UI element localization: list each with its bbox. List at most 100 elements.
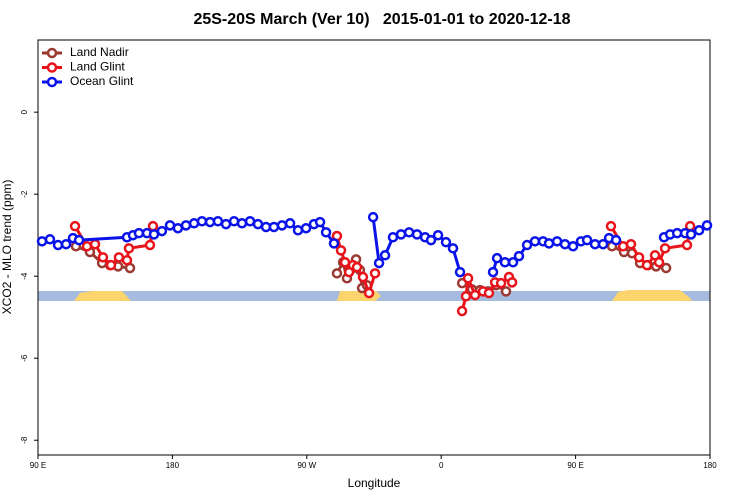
- legend-marker: [46, 47, 58, 59]
- data-point: [432, 229, 444, 241]
- data-point: [581, 234, 593, 246]
- data-point: [156, 225, 168, 237]
- y-tick-label: -4: [20, 272, 29, 280]
- chart-title: 25S-20S March (Ver 10) 2015-01-01 to 202…: [193, 11, 570, 28]
- data-point: [605, 220, 617, 232]
- data-point: [133, 227, 145, 239]
- plot-frame: [37, 39, 711, 456]
- data-point: [60, 238, 72, 250]
- data-point: [597, 238, 609, 250]
- legend-marker: [46, 76, 58, 88]
- data-point: [641, 259, 653, 271]
- y-tick-label: -6: [20, 354, 29, 362]
- data-point: [212, 216, 224, 227]
- legend-label: Land Glint: [70, 60, 125, 74]
- data-point: [499, 257, 511, 268]
- data-point: [589, 238, 601, 250]
- data-point: [659, 243, 671, 254]
- data-point: [487, 266, 499, 278]
- data-point: [300, 222, 312, 234]
- data-point: [52, 239, 64, 251]
- data-point: [252, 218, 264, 230]
- data-point: [196, 216, 208, 227]
- data-point: [513, 250, 525, 262]
- data-point: [123, 243, 135, 254]
- data-point: [460, 291, 472, 302]
- data-point: [633, 252, 645, 263]
- data-point: [144, 239, 156, 251]
- data-point: [113, 252, 125, 263]
- data-point: [331, 268, 343, 279]
- land-shape: [612, 290, 692, 301]
- data-point: [495, 277, 507, 289]
- data-point: [500, 286, 512, 297]
- x-axis-label: Longitude: [348, 476, 401, 490]
- data-point: [693, 225, 705, 236]
- data-point: [529, 236, 541, 247]
- data-point: [44, 234, 56, 245]
- data-point: [521, 239, 533, 251]
- data-point: [172, 222, 184, 234]
- x-tick-label: 90 E: [567, 461, 583, 470]
- data-point: [507, 257, 519, 268]
- data-point: [69, 220, 81, 232]
- data-point: [180, 220, 192, 231]
- data-point: [105, 259, 117, 271]
- data-point: [220, 218, 232, 230]
- data-point: [395, 229, 407, 240]
- data-point: [335, 245, 347, 256]
- data-point: [236, 218, 248, 229]
- data-point: [447, 243, 459, 254]
- data-point: [320, 227, 332, 238]
- data-point: [469, 289, 481, 301]
- y-axis-label: XCO2 - MLO trend (ppm): [0, 180, 14, 315]
- data-point: [284, 218, 296, 229]
- data-point: [462, 273, 474, 284]
- data-point: [625, 238, 637, 250]
- y-tick-label: 0: [20, 109, 29, 114]
- data-point: [387, 231, 399, 243]
- data-point: [373, 257, 385, 269]
- data-point: [653, 257, 665, 268]
- data-point: [97, 252, 109, 263]
- data-point: [328, 238, 340, 249]
- map-strip: [38, 290, 710, 301]
- data-point: [440, 236, 452, 248]
- data-point: [73, 234, 85, 246]
- land-shape: [337, 291, 381, 301]
- data-point: [681, 239, 693, 251]
- data-point: [268, 221, 280, 233]
- legend-marker: [46, 62, 58, 73]
- data-point: [567, 241, 579, 252]
- data-point: [363, 287, 375, 299]
- data-point: [491, 252, 503, 264]
- data-point: [425, 234, 437, 246]
- y-tick-label: -2: [20, 190, 29, 198]
- data-point: [411, 229, 423, 240]
- data-point: [292, 225, 304, 236]
- data-point: [367, 211, 379, 223]
- x-tick-label: 0: [439, 461, 444, 470]
- data-point: [506, 277, 518, 288]
- y-tick-label: -8: [20, 436, 29, 444]
- data-point: [276, 220, 288, 231]
- data-point: [81, 241, 93, 252]
- data-point: [685, 229, 697, 240]
- legend-label: Ocean Glint: [70, 74, 134, 88]
- x-tick-label: 180: [703, 461, 717, 470]
- data-point: [89, 238, 101, 250]
- data-point: [610, 234, 622, 246]
- data-point: [454, 266, 466, 278]
- data-point: [456, 305, 468, 317]
- data-point: [559, 238, 571, 250]
- data-point: [379, 250, 391, 261]
- data-point: [121, 254, 133, 266]
- data-point: [701, 220, 713, 231]
- data-point: [543, 238, 555, 249]
- legend-label: Land Nadir: [70, 45, 129, 59]
- x-tick-label: 180: [166, 461, 180, 470]
- data-point: [369, 268, 381, 279]
- data-point: [660, 262, 672, 274]
